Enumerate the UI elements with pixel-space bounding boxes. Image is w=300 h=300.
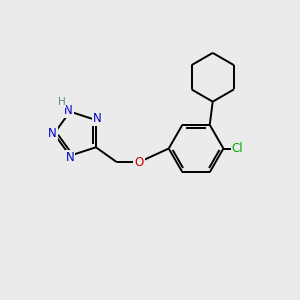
Text: N: N (66, 151, 74, 164)
Text: N: N (64, 103, 73, 117)
Text: H: H (58, 97, 66, 107)
Text: O: O (134, 156, 144, 169)
Text: N: N (93, 112, 102, 125)
Text: Cl: Cl (232, 142, 244, 155)
Text: N: N (48, 127, 57, 140)
